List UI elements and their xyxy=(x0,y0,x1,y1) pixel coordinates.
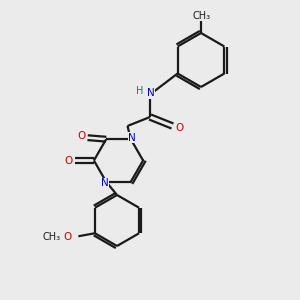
Text: O: O xyxy=(77,131,85,142)
Text: H: H xyxy=(136,86,143,96)
Text: O: O xyxy=(175,123,183,133)
Text: O: O xyxy=(63,232,71,242)
Text: N: N xyxy=(101,178,109,188)
Text: O: O xyxy=(64,155,73,166)
Text: CH₃: CH₃ xyxy=(43,232,61,242)
Text: N: N xyxy=(128,133,136,143)
Text: CH₃: CH₃ xyxy=(193,11,211,21)
Text: N: N xyxy=(147,88,154,98)
